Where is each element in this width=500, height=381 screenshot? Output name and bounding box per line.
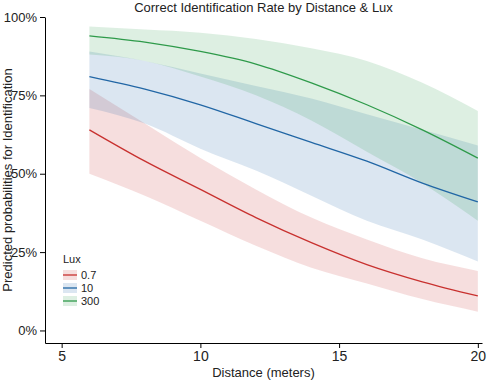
- x-axis-line: [46, 343, 483, 344]
- series-line: [89, 77, 477, 202]
- legend-label: 300: [81, 295, 99, 307]
- x-axis-title: Distance (meters): [212, 365, 315, 380]
- x-tick: 15: [332, 343, 348, 364]
- x-tick-label: 20: [471, 348, 487, 364]
- x-tick-label: 5: [58, 348, 66, 364]
- legend-label: 0.7: [81, 269, 96, 281]
- y-tick: 25%: [11, 245, 45, 260]
- y-axis-title: Predicted probabilities for Identificati…: [0, 68, 15, 291]
- y-tick: 75%: [11, 88, 45, 103]
- series-line: [89, 36, 477, 158]
- legend-item: 10: [63, 282, 93, 294]
- x-tick: 10: [193, 343, 209, 364]
- y-axis-line: [45, 18, 46, 344]
- y-tick-label: 100%: [4, 10, 38, 25]
- y-tick-label: 0%: [18, 323, 37, 338]
- y-tick: 50%: [11, 166, 45, 181]
- legend-item: 0.7: [63, 269, 96, 281]
- y-tick-mark: [40, 330, 45, 331]
- confidence-band: [89, 26, 477, 220]
- legend: Lux0.710300: [63, 253, 99, 307]
- x-axis: 5 10 15 20: [46, 343, 487, 364]
- legend-item: 300: [63, 295, 99, 307]
- x-tick-label: 15: [332, 348, 348, 364]
- legend-swatch: [63, 283, 77, 293]
- chart: 51015200%25%50%75%100%Lux0.710300Correct…: [0, 0, 500, 381]
- series-line: [89, 130, 477, 296]
- title: Correct Identification Rate by Distance …: [134, 0, 393, 15]
- legend-title: Lux: [63, 253, 81, 265]
- legend-swatch: [63, 270, 77, 280]
- y-tick: 0%: [18, 323, 45, 338]
- y-tick: 100%: [4, 10, 45, 25]
- legend-line: [63, 300, 77, 301]
- y-tick-mark: [40, 17, 45, 18]
- legend-swatch: [63, 296, 77, 306]
- plot: 51015200%25%50%75%100%Lux0.710300: [4, 10, 487, 364]
- legend-label: 10: [81, 282, 93, 294]
- y-tick-mark: [40, 252, 45, 253]
- y-tick-mark: [40, 95, 45, 96]
- y-tick-mark: [40, 174, 45, 175]
- legend-line: [63, 274, 77, 275]
- x-tick: 20: [471, 343, 487, 364]
- x-tick-label: 10: [193, 348, 209, 364]
- marks: [89, 26, 477, 311]
- x-tick: 5: [58, 343, 66, 364]
- legend-line: [63, 287, 77, 288]
